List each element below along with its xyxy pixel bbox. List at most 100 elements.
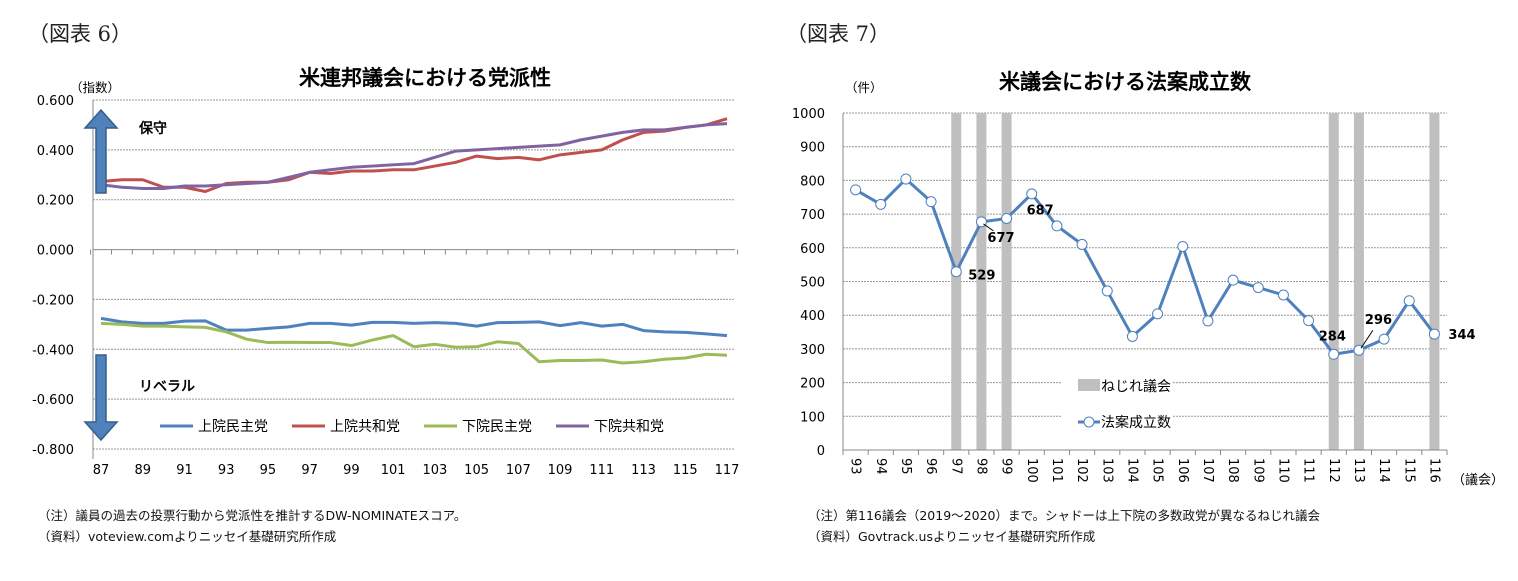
data-label: 687 (1027, 203, 1054, 218)
y-tick-label: 0.400 (37, 144, 74, 159)
data-point (1252, 282, 1264, 294)
x-tick-label: 113 (1351, 458, 1366, 483)
bills-passed-chart: 米議会における法案成立数（件）1000900800700600500400300… (792, 70, 1504, 488)
data-point (1303, 315, 1315, 327)
y-tick-label: 800 (800, 174, 825, 189)
data-point (1051, 220, 1063, 232)
series-line (854, 176, 1436, 356)
data-label: 296 (1365, 313, 1392, 328)
data-point (1076, 238, 1088, 250)
x-tick-label: 116 (1426, 458, 1441, 483)
left-source: （資料）voteview.comよりニッセイ基礎研究所作成 (38, 529, 337, 544)
leader-line (1360, 329, 1374, 349)
x-tick-label: 103 (1099, 458, 1114, 483)
x-tick-label: 95 (260, 463, 277, 478)
liberal-label: リベラル (139, 379, 195, 395)
y-tick-label: 400 (800, 309, 825, 324)
data-point (850, 184, 862, 196)
data-point (900, 173, 912, 185)
left-note: （注）議員の過去の投票行動から党派性を推計するDW-NOMINATEスコア。 (38, 508, 467, 523)
y-tick-label: 200 (800, 377, 825, 392)
x-tick-label: 106 (1175, 458, 1190, 483)
legend-label: 下院民主党 (462, 419, 532, 435)
x-tick-label: 110 (1275, 458, 1290, 483)
y-tick-label: 1000 (792, 107, 825, 122)
divided-congress-bar (1429, 113, 1440, 450)
data-point (1001, 212, 1013, 224)
legend-label: 法案成立数 (1101, 414, 1171, 431)
x-tick-label: 93 (848, 458, 863, 475)
left-notes: （注）議員の過去の投票行動から党派性を推計するDW-NOMINATEスコア。 （… (38, 505, 466, 547)
divided-congress-bar (1001, 113, 1012, 450)
x-tick-label: 100 (1024, 458, 1039, 483)
y-tick-label: 900 (800, 141, 825, 156)
series-line-4 (100, 122, 728, 190)
x-tick-label: 96 (923, 458, 938, 475)
conservative-label: 保守 (138, 120, 167, 137)
up-arrow-icon (83, 108, 119, 194)
y-tick-label: 0.000 (37, 244, 74, 259)
series-line-3 (100, 321, 728, 365)
legend-label: ねじれ議会 (1101, 378, 1171, 395)
data-point (1227, 274, 1239, 286)
x-tick-label: 115 (673, 463, 698, 478)
x-tick-label: 107 (1200, 458, 1215, 483)
data-point (1177, 240, 1189, 252)
data-label: 677 (987, 231, 1014, 246)
x-tick-label: 108 (1225, 458, 1240, 483)
data-label: 284 (1319, 329, 1346, 344)
x-tick-label: 102 (1074, 458, 1089, 483)
x-tick-label: 101 (381, 463, 406, 478)
legend-label: 上院民主党 (198, 419, 268, 435)
data-point (1428, 328, 1440, 340)
legend-swatch-shaded (1078, 379, 1100, 391)
right-source: （資料）Govtrack.usよりニッセイ基礎研究所作成 (808, 529, 1096, 544)
divided-congress-bar (976, 113, 987, 450)
divided-congress-bar (1328, 113, 1339, 450)
x-tick-label: 115 (1401, 458, 1416, 483)
x-tick-label: 94 (873, 458, 888, 475)
x-tick-label: 101 (1049, 458, 1064, 483)
data-point (1101, 285, 1113, 297)
y-tick-label: 700 (800, 208, 825, 223)
y-tick-label: -0.800 (32, 443, 74, 458)
data-point (1026, 188, 1038, 200)
data-label: 344 (1448, 328, 1475, 343)
divided-congress-bar (1353, 113, 1364, 450)
x-tick-label: 111 (1301, 458, 1316, 483)
x-axis-unit: （議会） (1452, 473, 1504, 488)
figure-7-label: （図表 7） (786, 22, 891, 46)
y-tick-label: 0 (817, 444, 825, 459)
x-tick-label: 98 (973, 458, 988, 475)
x-tick-label: 114 (1376, 458, 1391, 483)
series-line-2 (100, 117, 728, 193)
data-point (875, 198, 887, 210)
x-tick-label: 104 (1124, 458, 1139, 483)
x-tick-label: 97 (948, 458, 963, 475)
data-point (1403, 295, 1415, 307)
y-axis-unit: （件） (845, 80, 883, 95)
leader-line (983, 223, 994, 232)
right-note: （注）第116議会（2019～2020）まで。シャドーは上下院の多数政党が異なる… (808, 508, 1320, 523)
x-tick-label: 105 (464, 463, 489, 478)
data-point (925, 196, 937, 208)
y-tick-label: -0.400 (32, 343, 74, 358)
divided-congress-bar (951, 113, 962, 450)
y-tick-label: 100 (800, 410, 825, 425)
y-axis-unit: （指数） (70, 80, 120, 95)
x-tick-label: 107 (506, 463, 531, 478)
y-tick-label: -0.200 (32, 293, 74, 308)
data-point (1126, 330, 1138, 342)
x-tick-label: 91 (176, 463, 193, 478)
x-tick-label: 99 (343, 463, 360, 478)
y-tick-label: 300 (800, 343, 825, 358)
chart-title: 米議会における法案成立数 (999, 70, 1252, 94)
y-tick-label: -0.600 (32, 393, 74, 408)
data-point (1202, 315, 1214, 327)
data-label: 529 (968, 269, 995, 284)
chart-title: 米連邦議会における党派性 (299, 66, 551, 90)
legend-label: 下院共和党 (594, 419, 664, 435)
x-tick-label: 111 (589, 463, 614, 478)
x-tick-label: 95 (898, 458, 913, 475)
data-point (1277, 289, 1289, 301)
